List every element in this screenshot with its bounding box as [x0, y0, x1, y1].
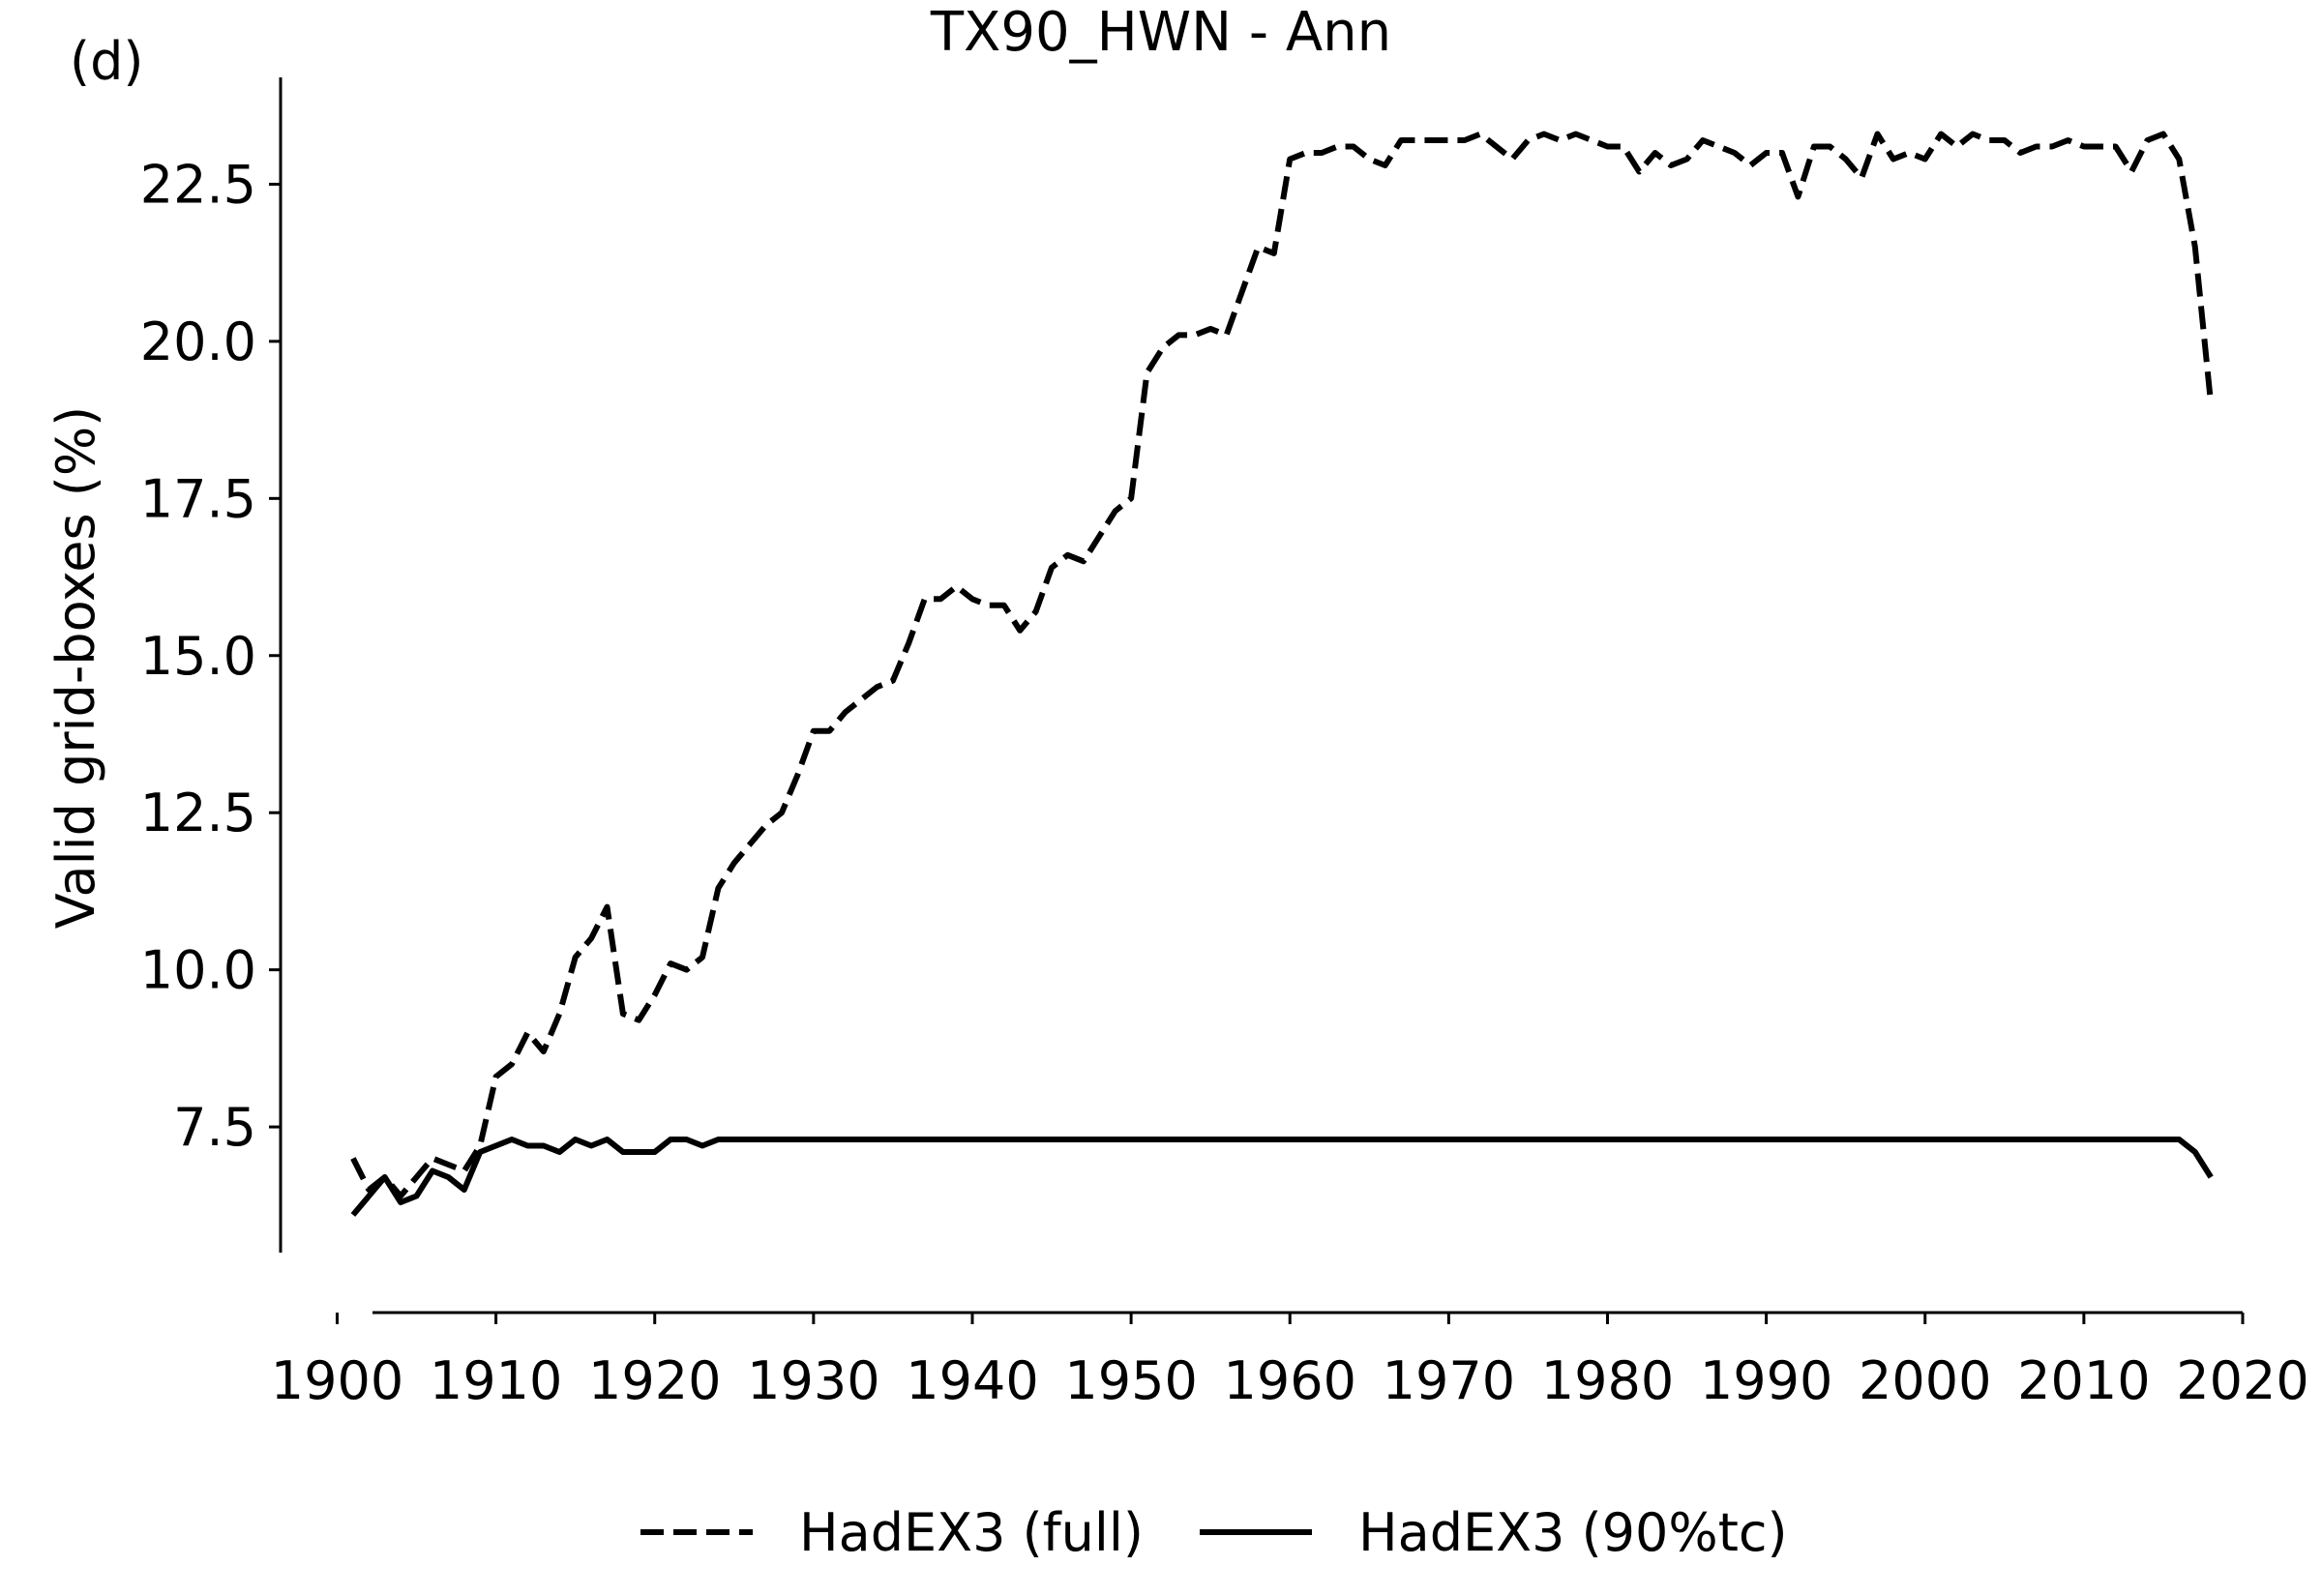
x-tick-label: 1910	[430, 1350, 562, 1411]
y-tick-label: 12.5	[140, 783, 256, 843]
x-tick-label: 1970	[1383, 1350, 1515, 1411]
y-tick-label: 17.5	[140, 468, 256, 529]
x-tick-label: 1920	[588, 1350, 721, 1411]
legend: HadEX3 (full) HadEX3 (90%tc)	[640, 1502, 1788, 1563]
x-tick-label: 1900	[271, 1350, 403, 1411]
x-axis-ticks: 1900 1910 1920 1930 1940 1950 1960 1970 1980 1990…	[271, 1313, 2309, 1411]
legend-label-full: HadEX3 (full)	[799, 1502, 1144, 1563]
y-tick-label: 22.5	[140, 154, 256, 215]
y-axis-ticks: 7.5 10.0 12.5 15.0 17.5 20.0 22.5	[140, 154, 281, 1158]
x-tick-label: 1930	[747, 1350, 879, 1411]
plot-area	[350, 131, 2215, 1217]
x-tick-label: 1940	[906, 1350, 1038, 1411]
series-line-full	[350, 131, 2215, 1199]
x-tick-label: 2010	[2017, 1350, 2150, 1411]
chart-title: TX90_HWN - Ann	[930, 1, 1391, 64]
x-tick-label: 2000	[1859, 1350, 1991, 1411]
y-axis-label: Valid grid-boxes (%)	[45, 406, 106, 929]
y-tick-label: 20.0	[140, 311, 256, 372]
x-tick-label: 1990	[1700, 1350, 1832, 1411]
y-tick-label: 15.0	[140, 626, 256, 687]
y-tick-label: 7.5	[173, 1097, 256, 1158]
legend-label-90tc: HadEX3 (90%tc)	[1358, 1502, 1788, 1563]
x-tick-label: 1960	[1224, 1350, 1356, 1411]
x-tick-label: 1950	[1064, 1350, 1197, 1411]
panel-label: (d)	[70, 31, 143, 92]
series-line-90tc	[350, 1137, 2214, 1217]
x-tick-label: 2020	[2176, 1350, 2308, 1411]
y-tick-label: 10.0	[140, 940, 256, 1001]
x-tick-label: 1980	[1541, 1350, 1674, 1411]
